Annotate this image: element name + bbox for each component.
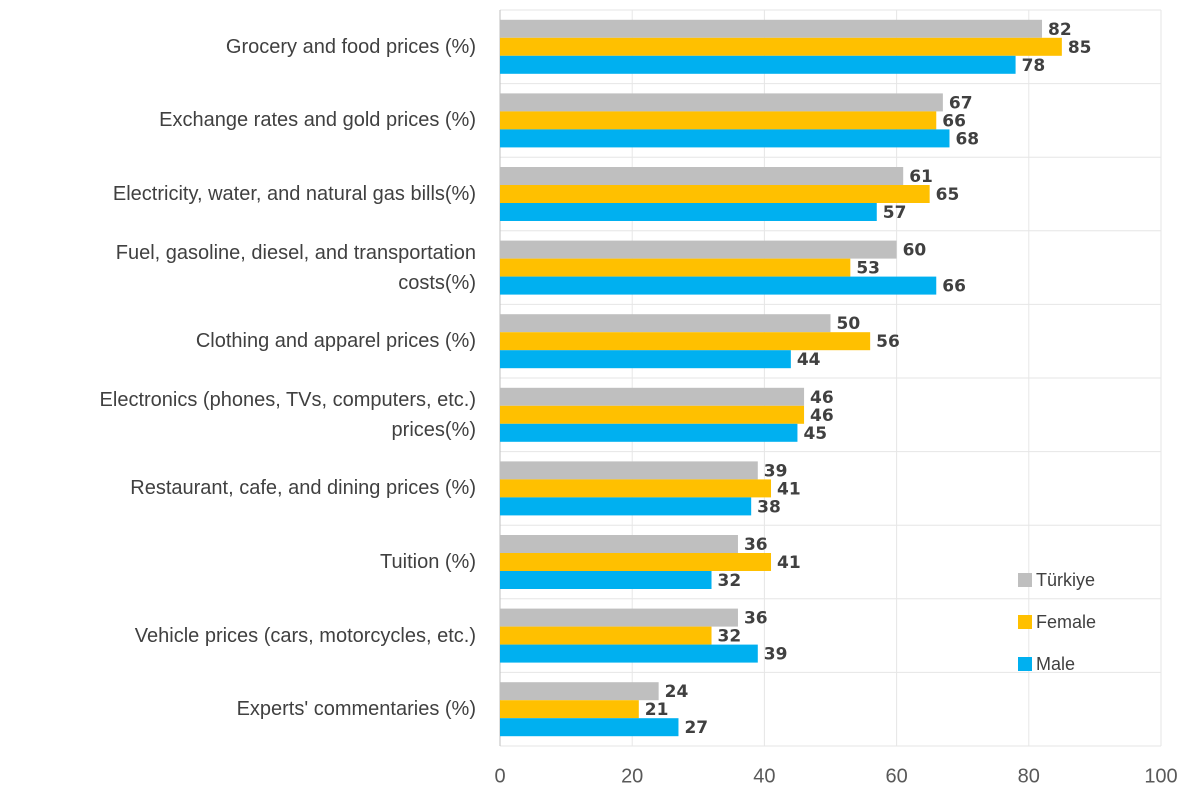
bar <box>500 479 772 498</box>
value-label: 45 <box>803 424 827 444</box>
value-label: 39 <box>764 461 788 481</box>
bar <box>500 93 943 112</box>
bar <box>500 332 871 351</box>
bar <box>500 240 897 259</box>
value-label: 65 <box>936 185 960 205</box>
legend-swatch <box>1018 615 1032 629</box>
bar <box>500 608 738 627</box>
value-label: 39 <box>764 645 788 665</box>
bar <box>500 203 877 221</box>
value-label: 60 <box>903 241 927 261</box>
bar <box>500 258 851 277</box>
value-label: 36 <box>744 535 768 555</box>
bar <box>500 387 805 406</box>
bar <box>500 276 937 295</box>
legend-label: Male <box>1036 654 1075 674</box>
category-label: Fuel, gasoline, diesel, and transportati… <box>115 241 476 294</box>
bar <box>500 644 758 663</box>
value-label: 53 <box>856 259 880 279</box>
value-label: 85 <box>1068 38 1092 58</box>
bar <box>500 497 752 516</box>
value-label: 46 <box>810 388 834 408</box>
category-label: Electronics (phones, TVs, computers, etc… <box>99 388 476 441</box>
value-label: 32 <box>718 571 742 591</box>
category-label: Electricity, water, and natural gas bill… <box>112 183 476 205</box>
value-label: 68 <box>955 129 979 149</box>
value-label: 61 <box>909 167 933 187</box>
x-tick-label: 20 <box>621 765 643 787</box>
legend-label: Female <box>1036 612 1096 632</box>
value-label: 46 <box>810 406 834 426</box>
bar <box>500 700 639 719</box>
category-label: Vehicle prices (cars, motorcycles, etc.) <box>134 624 476 647</box>
bar <box>500 718 679 737</box>
value-label: 50 <box>837 314 861 334</box>
value-label: 41 <box>777 479 801 499</box>
category-label: Experts' commentaries (%) <box>236 698 476 721</box>
category-label: Clothing and apparel prices (%) <box>195 330 476 353</box>
bar <box>500 626 712 645</box>
value-label: 41 <box>777 553 801 573</box>
value-label: 44 <box>797 350 821 370</box>
bar <box>500 535 738 553</box>
bar <box>500 461 758 480</box>
bar <box>500 553 772 571</box>
category-label: Exchange rates and gold prices (%) <box>159 109 476 132</box>
bar <box>500 350 791 369</box>
bar <box>500 405 805 424</box>
x-tick-label: 80 <box>1018 765 1040 787</box>
value-label: 66 <box>942 277 966 297</box>
x-tick-label: 0 <box>494 765 505 787</box>
value-label: 32 <box>718 627 742 647</box>
bar <box>500 314 831 333</box>
value-label: 24 <box>665 682 689 702</box>
x-tick-label: 40 <box>753 765 775 787</box>
value-label: 27 <box>684 718 708 738</box>
legend-swatch <box>1018 657 1032 671</box>
value-label: 66 <box>942 111 966 131</box>
x-tick-label: 60 <box>885 765 907 787</box>
value-label: 57 <box>883 203 907 223</box>
bar <box>500 111 937 130</box>
legend-label: Türkiye <box>1036 570 1095 590</box>
bar <box>500 185 930 203</box>
value-label: 21 <box>645 700 669 720</box>
value-label: 56 <box>876 332 900 352</box>
value-label: 36 <box>744 609 768 629</box>
value-label: 82 <box>1048 20 1072 40</box>
value-label: 67 <box>949 93 973 113</box>
category-label: Tuition (%) <box>380 551 476 573</box>
category-label: Grocery and food prices (%) <box>225 35 476 58</box>
bar <box>500 682 659 701</box>
bar <box>500 129 950 148</box>
bar <box>500 37 1062 56</box>
category-label: Restaurant, cafe, and dining prices (%) <box>130 477 476 500</box>
legend-swatch <box>1018 573 1032 587</box>
x-tick-label: 100 <box>1144 765 1177 787</box>
value-label: 78 <box>1022 56 1046 76</box>
bar <box>500 571 712 589</box>
bar <box>500 423 798 442</box>
bar <box>500 19 1043 38</box>
bar <box>500 167 904 185</box>
value-label: 38 <box>757 497 781 517</box>
bar <box>500 55 1016 74</box>
